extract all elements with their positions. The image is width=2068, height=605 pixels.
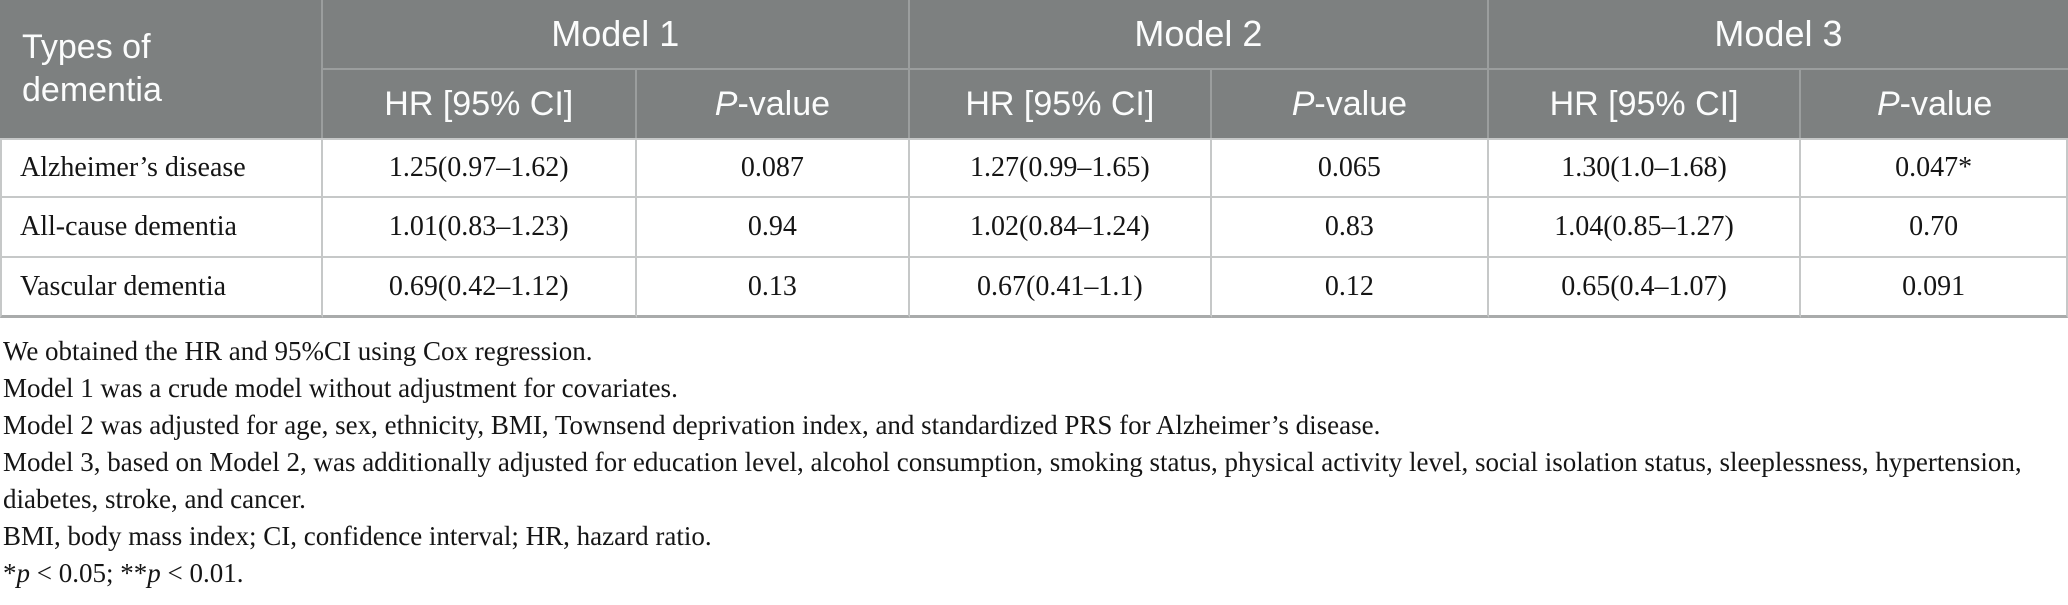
footnote-model-1: Model 1 was a crude model without adjust…	[3, 373, 678, 403]
p-suffix: -value	[737, 84, 831, 123]
cell-model1-pvalue: 0.13	[636, 258, 910, 318]
header-row-subcolumns: HR [95% CI] P-value HR [95% CI] P-value …	[0, 70, 2068, 138]
table-row-vascular-dementia: Vascular dementia 0.69(0.42–1.12) 0.13 0…	[0, 258, 2068, 318]
cell-model1-hr: 0.69(0.42–1.12)	[322, 258, 637, 318]
cell-model3-pvalue: 0.047*	[1801, 138, 2068, 198]
cell-model2-pvalue: 0.83	[1211, 198, 1489, 258]
col-header-pvalue-model-2: P-value	[1211, 70, 1489, 138]
table-row-alzheimers-disease: Alzheimer’s disease 1.25(0.97–1.62) 0.08…	[0, 138, 2068, 198]
cell-model2-pvalue: 0.065	[1211, 138, 1489, 198]
table-header: Types of dementia Model 1 Model 2 Model …	[0, 0, 2068, 138]
p-italic: p	[147, 558, 161, 588]
cell-model1-hr: 1.01(0.83–1.23)	[322, 198, 637, 258]
corner-header-label: Types of dementia	[22, 28, 162, 109]
col-header-types-of-dementia: Types of dementia	[0, 0, 323, 138]
significance-mid: < 0.05; **	[30, 558, 148, 588]
footnote-cox-regression: We obtained the HR and 95%CI using Cox r…	[3, 336, 593, 366]
cell-model2-hr: 0.67(0.41–1.1)	[909, 258, 1212, 318]
significance-star: *	[3, 558, 17, 588]
cell-model2-hr: 1.27(0.99–1.65)	[909, 138, 1212, 198]
cell-model3-pvalue: 0.70	[1801, 198, 2068, 258]
cell-model2-hr: 1.02(0.84–1.24)	[909, 198, 1212, 258]
p-italic: p	[16, 558, 31, 588]
footnote-significance: *p < 0.05; **p < 0.01.	[3, 555, 2062, 592]
p-italic: P	[1291, 84, 1315, 123]
table-footnotes: We obtained the HR and 95%CI using Cox r…	[3, 333, 2062, 592]
col-header-model-2: Model 2	[909, 0, 1489, 70]
results-table: Types of dementia Model 1 Model 2 Model …	[0, 0, 2068, 318]
col-header-model-1: Model 1	[322, 0, 910, 70]
significance-end: < 0.01.	[160, 558, 244, 588]
cell-model1-pvalue: 0.94	[636, 198, 910, 258]
p-italic: P	[1876, 84, 1900, 123]
cell-model2-pvalue: 0.12	[1211, 258, 1489, 318]
row-label: All-cause dementia	[0, 198, 323, 258]
cell-model3-pvalue: 0.091	[1801, 258, 2068, 318]
header-row-models: Types of dementia Model 1 Model 2 Model …	[0, 0, 2068, 138]
row-label: Vascular dementia	[0, 258, 323, 318]
row-label: Alzheimer’s disease	[0, 138, 323, 198]
hr-header-label: HR [95% CI]	[965, 84, 1155, 123]
hr-header-label: HR [95% CI]	[384, 84, 574, 123]
col-header-hr-model-1: HR [95% CI]	[322, 70, 637, 138]
col-header-hr-model-3: HR [95% CI]	[1488, 70, 1802, 138]
footnote-abbreviations: BMI, body mass index; CI, confidence int…	[3, 521, 712, 551]
p-italic: P	[714, 84, 738, 123]
table-body: Alzheimer’s disease 1.25(0.97–1.62) 0.08…	[0, 138, 2068, 318]
hr-header-label: HR [95% CI]	[1549, 84, 1739, 123]
p-suffix: -value	[1899, 84, 1993, 123]
col-header-pvalue-model-1: P-value	[636, 70, 910, 138]
footnote-model-3: Model 3, based on Model 2, was additiona…	[3, 447, 2022, 514]
table-row-all-cause-dementia: All-cause dementia 1.01(0.83–1.23) 0.94 …	[0, 198, 2068, 258]
cell-model3-hr: 1.04(0.85–1.27)	[1488, 198, 1802, 258]
footnote-model-2: Model 2 was adjusted for age, sex, ethni…	[3, 410, 1381, 440]
cell-model3-hr: 0.65(0.4–1.07)	[1488, 258, 1802, 318]
col-header-pvalue-model-3: P-value	[1801, 70, 2068, 138]
cell-model3-hr: 1.30(1.0–1.68)	[1488, 138, 1802, 198]
col-header-model-3: Model 3	[1488, 0, 2068, 70]
p-suffix: -value	[1314, 84, 1408, 123]
cell-model1-pvalue: 0.087	[636, 138, 910, 198]
cell-model1-hr: 1.25(0.97–1.62)	[322, 138, 637, 198]
col-header-hr-model-2: HR [95% CI]	[909, 70, 1212, 138]
